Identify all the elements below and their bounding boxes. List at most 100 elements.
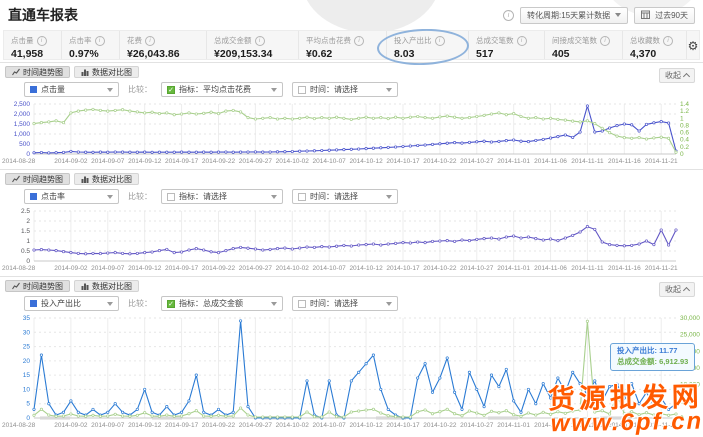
checkbox-icon[interactable] [298, 85, 306, 94]
svg-text:0: 0 [26, 151, 30, 158]
svg-text:2014-11-06: 2014-11-06 [534, 158, 567, 165]
info-icon[interactable] [600, 35, 610, 46]
tab-data-compare[interactable]: 数据对比图 [74, 173, 139, 185]
svg-text:0.4: 0.4 [680, 137, 689, 144]
info-icon[interactable] [516, 35, 527, 46]
svg-text:2014-11-16: 2014-11-16 [608, 158, 641, 165]
svg-text:2014-10-17: 2014-10-17 [386, 265, 420, 272]
info-icon[interactable] [254, 35, 265, 46]
svg-text:2014-11-01: 2014-11-01 [497, 158, 530, 165]
metric-select[interactable]: 点击率 [24, 189, 119, 204]
compare-metric-select[interactable]: 指标：请选择 [161, 189, 283, 204]
svg-text:2.5: 2.5 [21, 208, 30, 215]
svg-text:2,500: 2,500 [14, 101, 31, 108]
metric-select[interactable]: 投入产出比 [24, 296, 119, 311]
checkbox-icon[interactable] [167, 192, 175, 201]
collapse-button[interactable]: 收起 [659, 282, 695, 297]
checkbox-icon[interactable] [167, 85, 175, 94]
tab-data-compare[interactable]: 数据对比图 [74, 66, 139, 78]
stat-value: 517 [476, 48, 494, 60]
stat-total-amount: 总成交金额 ¥209,153.34 [206, 31, 298, 60]
svg-text:2014-11-21: 2014-11-21 [645, 158, 678, 165]
info-icon[interactable] [94, 35, 105, 46]
tab-time-trend[interactable]: 时间趋势图 [5, 173, 70, 185]
series-color-swatch [30, 193, 37, 200]
stat-value: 405 [552, 48, 570, 60]
svg-text:1: 1 [680, 115, 684, 122]
svg-text:1.2: 1.2 [680, 108, 689, 115]
metric-select[interactable]: 点击量 [24, 82, 119, 97]
svg-text:2014-11-01: 2014-11-01 [497, 265, 530, 272]
svg-text:0.2: 0.2 [680, 144, 689, 151]
conversion-cycle-dropdown[interactable]: 转化周期:15天累计数据 [519, 6, 629, 24]
svg-text:2014-09-27: 2014-09-27 [239, 265, 273, 272]
chevron-down-icon [386, 301, 392, 306]
svg-text:5,000: 5,000 [680, 398, 697, 405]
tab-label: 时间趋势图 [23, 281, 63, 291]
svg-text:5: 5 [26, 401, 30, 408]
summary-stats-bar: 点击量 41,958 点击率 0.97% 花费 ¥26,043.86 总成交金额… [3, 30, 700, 60]
svg-text:30: 30 [23, 329, 31, 336]
settings-gear-icon[interactable] [688, 38, 699, 53]
svg-text:0.6: 0.6 [680, 130, 689, 137]
info-icon[interactable] [434, 35, 445, 46]
line-chart-icon [12, 175, 20, 183]
compare-metric-select[interactable]: 指标：总成交金额 [161, 296, 283, 311]
trend-chart-ctr[interactable]: 2014-08-28 2014-09-02 2014-09-07 2014-09-12… [0, 206, 703, 274]
svg-text:2014-10-02: 2014-10-02 [276, 422, 310, 429]
tab-time-trend[interactable]: 时间趋势图 [5, 66, 70, 78]
compare-time-select[interactable]: 时间：请选择 [292, 82, 398, 97]
chevron-up-icon [682, 72, 691, 81]
chevron-down-icon [271, 194, 277, 199]
info-icon[interactable] [502, 9, 514, 21]
svg-text:2014-10-22: 2014-10-22 [423, 158, 457, 165]
svg-text:1.4: 1.4 [680, 101, 689, 108]
trend-panel-clicks: 时间趋势图 数据对比图 收起 点击量 比较： 指标：平均点击花费 [0, 62, 703, 167]
stat-value: ¥209,153.34 [214, 48, 273, 60]
svg-text:20: 20 [23, 358, 31, 365]
stat-roi: 投入产出比 8.03 [386, 31, 468, 60]
compare-time-select[interactable]: 时间：请选择 [292, 189, 398, 204]
stat-value: 8.03 [394, 48, 415, 60]
tab-data-compare[interactable]: 数据对比图 [74, 280, 139, 292]
checkbox-icon[interactable] [298, 192, 306, 201]
bar-chart-icon [81, 176, 89, 183]
stat-cost: 花费 ¥26,043.86 [119, 31, 206, 60]
compare-metric-select[interactable]: 指标：平均点击花费 [161, 82, 283, 97]
line-chart-icon [12, 282, 20, 290]
svg-text:2014-09-27: 2014-09-27 [239, 158, 273, 165]
info-icon[interactable] [36, 35, 47, 46]
compare-time-select[interactable]: 时间：请选择 [292, 296, 398, 311]
svg-text:2014-11-21: 2014-11-21 [645, 265, 678, 272]
svg-text:1.5: 1.5 [21, 228, 30, 235]
info-icon[interactable] [663, 35, 673, 46]
svg-text:2014-11-11: 2014-11-11 [571, 265, 604, 272]
svg-text:2014-10-02: 2014-10-02 [276, 158, 310, 165]
bar-chart-icon [81, 69, 89, 76]
svg-text:0.8: 0.8 [680, 122, 689, 129]
stat-value: ¥0.62 [306, 48, 333, 60]
collapse-button[interactable]: 收起 [659, 68, 695, 83]
stat-indirect-orders: 间接成交笔数 405 [544, 31, 622, 60]
tab-time-trend[interactable]: 时间趋势图 [5, 280, 70, 292]
svg-text:2014-10-17: 2014-10-17 [386, 158, 420, 165]
svg-text:2014-11-11: 2014-11-11 [571, 158, 604, 165]
svg-text:2014-10-27: 2014-10-27 [460, 265, 494, 272]
info-icon[interactable] [145, 35, 155, 46]
page-header: 直通车报表 转化周期:15天累计数据 过去90天 [0, 0, 703, 28]
date-range-button[interactable]: 过去90天 [634, 6, 695, 24]
site-watermark: 货源批发网 www.6pf.cn [548, 381, 703, 436]
svg-text:2014-10-22: 2014-10-22 [423, 265, 457, 272]
svg-text:2: 2 [26, 218, 30, 225]
page-title: 直通车报表 [8, 7, 78, 23]
checkbox-icon[interactable] [298, 299, 306, 308]
trend-chart-clicks[interactable]: 2014-08-28 2014-09-02 2014-09-07 2014-09-12… [0, 99, 703, 167]
info-icon[interactable] [354, 35, 364, 46]
tab-label: 数据对比图 [92, 67, 132, 77]
checkbox-icon[interactable] [167, 299, 175, 308]
svg-text:2014-10-12: 2014-10-12 [349, 265, 383, 272]
svg-text:0: 0 [26, 258, 30, 265]
series-color-swatch [30, 86, 37, 93]
svg-text:10: 10 [23, 386, 31, 393]
svg-text:0: 0 [680, 415, 684, 422]
